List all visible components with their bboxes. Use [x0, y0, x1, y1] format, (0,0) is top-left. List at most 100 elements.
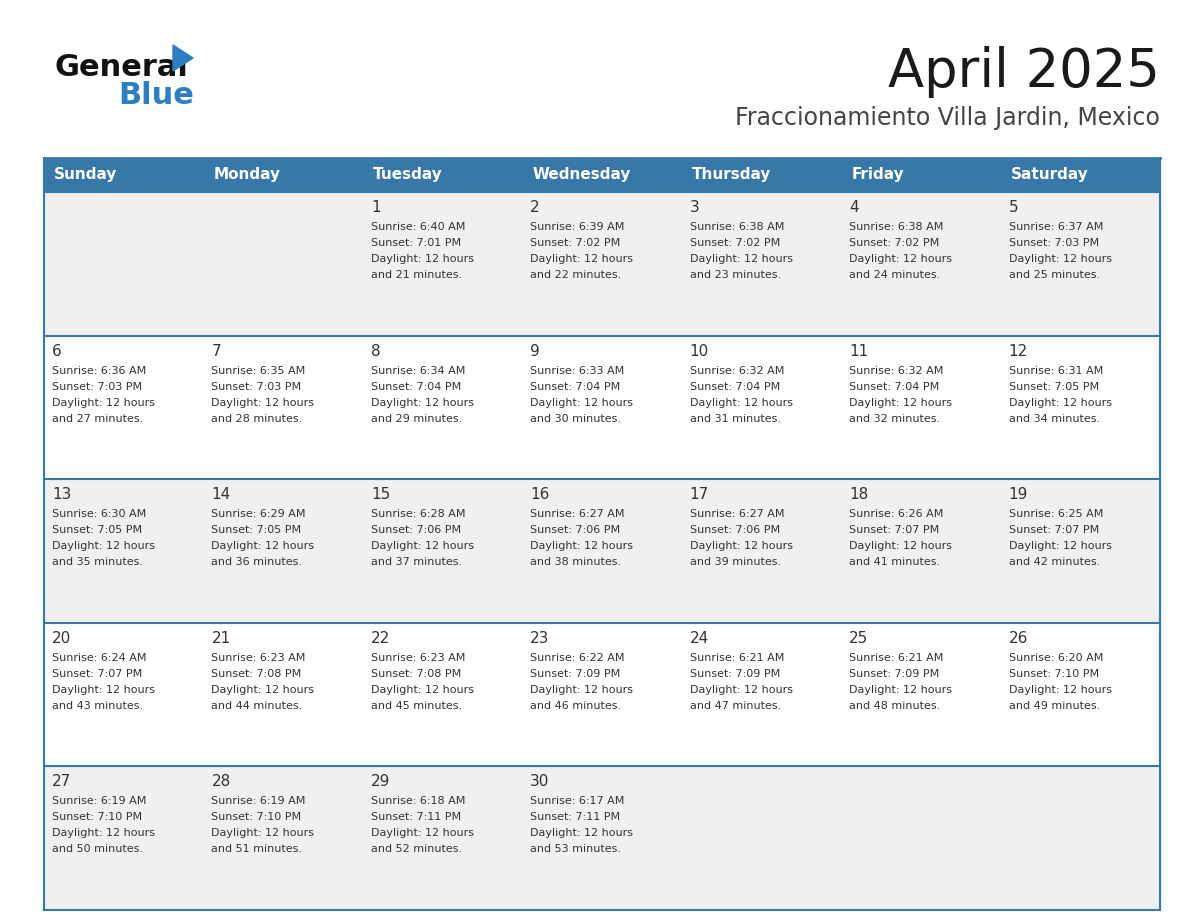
Text: Sunset: 7:10 PM: Sunset: 7:10 PM: [1009, 669, 1099, 678]
Text: 11: 11: [849, 343, 868, 359]
Text: and 41 minutes.: and 41 minutes.: [849, 557, 940, 567]
Text: Sunrise: 6:20 AM: Sunrise: 6:20 AM: [1009, 653, 1102, 663]
Text: and 34 minutes.: and 34 minutes.: [1009, 414, 1100, 423]
Text: and 30 minutes.: and 30 minutes.: [530, 414, 621, 423]
Text: and 46 minutes.: and 46 minutes.: [530, 700, 621, 711]
Text: 8: 8: [371, 343, 380, 359]
Text: Sunrise: 6:39 AM: Sunrise: 6:39 AM: [530, 222, 625, 232]
Text: 13: 13: [52, 487, 71, 502]
Text: and 27 minutes.: and 27 minutes.: [52, 414, 144, 423]
Text: Sunrise: 6:38 AM: Sunrise: 6:38 AM: [849, 222, 943, 232]
Text: Sunrise: 6:31 AM: Sunrise: 6:31 AM: [1009, 365, 1102, 375]
Text: and 21 minutes.: and 21 minutes.: [371, 270, 462, 280]
Text: and 39 minutes.: and 39 minutes.: [690, 557, 781, 567]
Text: Daylight: 12 hours: Daylight: 12 hours: [849, 685, 952, 695]
Text: Sunrise: 6:18 AM: Sunrise: 6:18 AM: [371, 797, 466, 806]
Text: Sunset: 7:06 PM: Sunset: 7:06 PM: [371, 525, 461, 535]
Text: and 23 minutes.: and 23 minutes.: [690, 270, 781, 280]
Text: Sunset: 7:10 PM: Sunset: 7:10 PM: [52, 812, 143, 823]
Text: and 32 minutes.: and 32 minutes.: [849, 414, 940, 423]
Text: Daylight: 12 hours: Daylight: 12 hours: [690, 397, 792, 408]
Text: Sunrise: 6:17 AM: Sunrise: 6:17 AM: [530, 797, 625, 806]
Text: Sunrise: 6:24 AM: Sunrise: 6:24 AM: [52, 653, 146, 663]
Text: Sunset: 7:02 PM: Sunset: 7:02 PM: [849, 238, 940, 248]
Text: Sunset: 7:03 PM: Sunset: 7:03 PM: [211, 382, 302, 392]
Text: Sunrise: 6:19 AM: Sunrise: 6:19 AM: [211, 797, 305, 806]
Text: Daylight: 12 hours: Daylight: 12 hours: [52, 397, 154, 408]
Text: Daylight: 12 hours: Daylight: 12 hours: [690, 685, 792, 695]
Text: Daylight: 12 hours: Daylight: 12 hours: [530, 254, 633, 264]
Text: 5: 5: [1009, 200, 1018, 215]
Text: 16: 16: [530, 487, 550, 502]
Text: Daylight: 12 hours: Daylight: 12 hours: [530, 397, 633, 408]
Text: 28: 28: [211, 775, 230, 789]
Text: and 48 minutes.: and 48 minutes.: [849, 700, 941, 711]
Text: Sunset: 7:09 PM: Sunset: 7:09 PM: [530, 669, 620, 678]
Text: Monday: Monday: [214, 167, 280, 183]
Bar: [44, 622, 1159, 767]
Text: and 50 minutes.: and 50 minutes.: [52, 845, 143, 855]
Text: Daylight: 12 hours: Daylight: 12 hours: [849, 254, 952, 264]
Text: Daylight: 12 hours: Daylight: 12 hours: [1009, 397, 1112, 408]
Text: Daylight: 12 hours: Daylight: 12 hours: [1009, 254, 1112, 264]
Text: and 43 minutes.: and 43 minutes.: [52, 700, 143, 711]
Text: Daylight: 12 hours: Daylight: 12 hours: [530, 685, 633, 695]
Text: 4: 4: [849, 200, 859, 215]
Text: and 38 minutes.: and 38 minutes.: [530, 557, 621, 567]
Text: 22: 22: [371, 631, 390, 645]
Text: 9: 9: [530, 343, 541, 359]
Text: 25: 25: [849, 631, 868, 645]
Text: Sunday: Sunday: [53, 167, 118, 183]
Text: Sunrise: 6:30 AM: Sunrise: 6:30 AM: [52, 509, 146, 520]
Text: 18: 18: [849, 487, 868, 502]
Text: Sunset: 7:03 PM: Sunset: 7:03 PM: [52, 382, 143, 392]
Text: Sunrise: 6:35 AM: Sunrise: 6:35 AM: [211, 365, 305, 375]
Text: and 53 minutes.: and 53 minutes.: [530, 845, 621, 855]
Text: Sunrise: 6:19 AM: Sunrise: 6:19 AM: [52, 797, 146, 806]
Text: Sunrise: 6:23 AM: Sunrise: 6:23 AM: [211, 653, 305, 663]
Text: Sunrise: 6:26 AM: Sunrise: 6:26 AM: [849, 509, 943, 520]
Text: Sunrise: 6:32 AM: Sunrise: 6:32 AM: [690, 365, 784, 375]
Text: Sunset: 7:11 PM: Sunset: 7:11 PM: [371, 812, 461, 823]
Text: Daylight: 12 hours: Daylight: 12 hours: [690, 542, 792, 551]
Text: Daylight: 12 hours: Daylight: 12 hours: [371, 397, 474, 408]
Text: Sunset: 7:06 PM: Sunset: 7:06 PM: [530, 525, 620, 535]
Text: Daylight: 12 hours: Daylight: 12 hours: [690, 254, 792, 264]
Text: Sunset: 7:05 PM: Sunset: 7:05 PM: [211, 525, 302, 535]
Text: 26: 26: [1009, 631, 1028, 645]
Text: Sunset: 7:08 PM: Sunset: 7:08 PM: [371, 669, 461, 678]
Text: Daylight: 12 hours: Daylight: 12 hours: [211, 397, 315, 408]
Text: Sunset: 7:02 PM: Sunset: 7:02 PM: [530, 238, 620, 248]
Text: Sunrise: 6:27 AM: Sunrise: 6:27 AM: [690, 509, 784, 520]
Text: Daylight: 12 hours: Daylight: 12 hours: [211, 685, 315, 695]
Text: Sunrise: 6:25 AM: Sunrise: 6:25 AM: [1009, 509, 1102, 520]
Text: Daylight: 12 hours: Daylight: 12 hours: [849, 542, 952, 551]
Text: Sunrise: 6:34 AM: Sunrise: 6:34 AM: [371, 365, 466, 375]
Text: Daylight: 12 hours: Daylight: 12 hours: [371, 254, 474, 264]
Text: Daylight: 12 hours: Daylight: 12 hours: [52, 828, 154, 838]
Text: Sunrise: 6:32 AM: Sunrise: 6:32 AM: [849, 365, 943, 375]
Text: 19: 19: [1009, 487, 1028, 502]
Text: and 47 minutes.: and 47 minutes.: [690, 700, 781, 711]
Text: and 45 minutes.: and 45 minutes.: [371, 700, 462, 711]
Text: 14: 14: [211, 487, 230, 502]
Text: and 22 minutes.: and 22 minutes.: [530, 270, 621, 280]
Text: and 24 minutes.: and 24 minutes.: [849, 270, 941, 280]
Bar: [44, 479, 1159, 622]
Text: Daylight: 12 hours: Daylight: 12 hours: [52, 542, 154, 551]
Text: Fraccionamiento Villa Jardin, Mexico: Fraccionamiento Villa Jardin, Mexico: [735, 106, 1159, 130]
Bar: [44, 192, 1159, 336]
Text: and 28 minutes.: and 28 minutes.: [211, 414, 303, 423]
Text: Blue: Blue: [118, 82, 194, 110]
Text: Daylight: 12 hours: Daylight: 12 hours: [371, 542, 474, 551]
Text: 6: 6: [52, 343, 62, 359]
Text: April 2025: April 2025: [889, 46, 1159, 98]
Text: and 37 minutes.: and 37 minutes.: [371, 557, 462, 567]
Bar: [44, 336, 1159, 479]
Text: 7: 7: [211, 343, 221, 359]
Text: Sunrise: 6:21 AM: Sunrise: 6:21 AM: [849, 653, 943, 663]
Text: Sunset: 7:03 PM: Sunset: 7:03 PM: [1009, 238, 1099, 248]
Text: 20: 20: [52, 631, 71, 645]
Text: 24: 24: [690, 631, 709, 645]
Text: and 35 minutes.: and 35 minutes.: [52, 557, 143, 567]
